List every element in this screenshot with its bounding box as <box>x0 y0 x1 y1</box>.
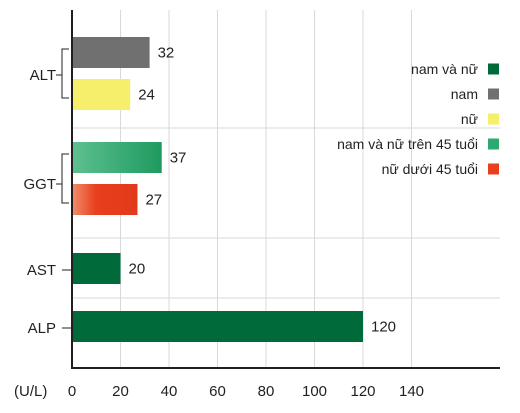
x-tick-label-20: 20 <box>112 383 129 400</box>
bracket-alt <box>61 48 69 99</box>
value-label-alt-2: 24 <box>138 87 155 104</box>
legend-swatch-3 <box>488 113 499 125</box>
grid-lines <box>72 10 500 368</box>
legend-swatch-5 <box>488 163 499 175</box>
legend-label-1: nam và nữ <box>411 61 478 77</box>
x-tick-label-0: 0 <box>68 383 76 400</box>
bar-alp-1 <box>73 311 363 342</box>
category-label-ggt: GGT <box>24 176 57 193</box>
value-label-ggt-2: 27 <box>145 192 162 209</box>
legend-swatch-1 <box>488 63 499 75</box>
value-label-ggt-1: 37 <box>170 150 187 167</box>
value-label-alp-1: 120 <box>371 319 396 336</box>
bars-layer <box>73 37 363 342</box>
category-label-alt: ALT <box>30 67 56 84</box>
axes-layer <box>56 10 500 369</box>
bar-ggt-2 <box>73 184 138 215</box>
legend-swatch-2 <box>488 88 499 100</box>
bar-alt-2 <box>73 79 131 110</box>
x-tick-label-60: 60 <box>209 383 226 400</box>
x-tick-label-80: 80 <box>258 383 275 400</box>
legend-swatch-4 <box>488 138 499 150</box>
bar-ggt-1 <box>73 142 162 173</box>
labels-layer: 32 24 37 27 20 120 ALT GGT AST ALP 0 20 40 60 80 100 120… <box>14 45 424 401</box>
legend-label-4: nam và nữ trên 45 tuổi <box>337 136 478 152</box>
x-tick-label-120: 120 <box>350 383 375 400</box>
x-tick-label-140: 140 <box>399 383 424 400</box>
category-label-alp: ALP <box>28 320 56 337</box>
legend-label-2: nam <box>451 86 478 102</box>
category-label-ast: AST <box>27 262 56 279</box>
bar-ast-1 <box>73 253 121 284</box>
bracket-ggt <box>61 153 69 204</box>
x-tick-label-100: 100 <box>302 383 327 400</box>
x-tick-label-40: 40 <box>161 383 178 400</box>
value-label-alt-1: 32 <box>158 45 175 62</box>
legend-label-5: nữ dưới 45 tuổi <box>382 161 478 177</box>
bar-alt-1 <box>73 37 150 68</box>
legend-label-3: nữ <box>461 111 478 127</box>
unit-label: (U/L) <box>14 383 47 400</box>
legend: nam và nữ nam nữ nam và nữ trên 45 tuổi nữ d… <box>337 61 499 177</box>
value-label-ast-1: 20 <box>129 261 146 278</box>
